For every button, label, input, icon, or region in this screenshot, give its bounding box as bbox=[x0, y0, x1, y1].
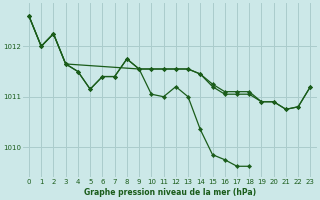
X-axis label: Graphe pression niveau de la mer (hPa): Graphe pression niveau de la mer (hPa) bbox=[84, 188, 256, 197]
